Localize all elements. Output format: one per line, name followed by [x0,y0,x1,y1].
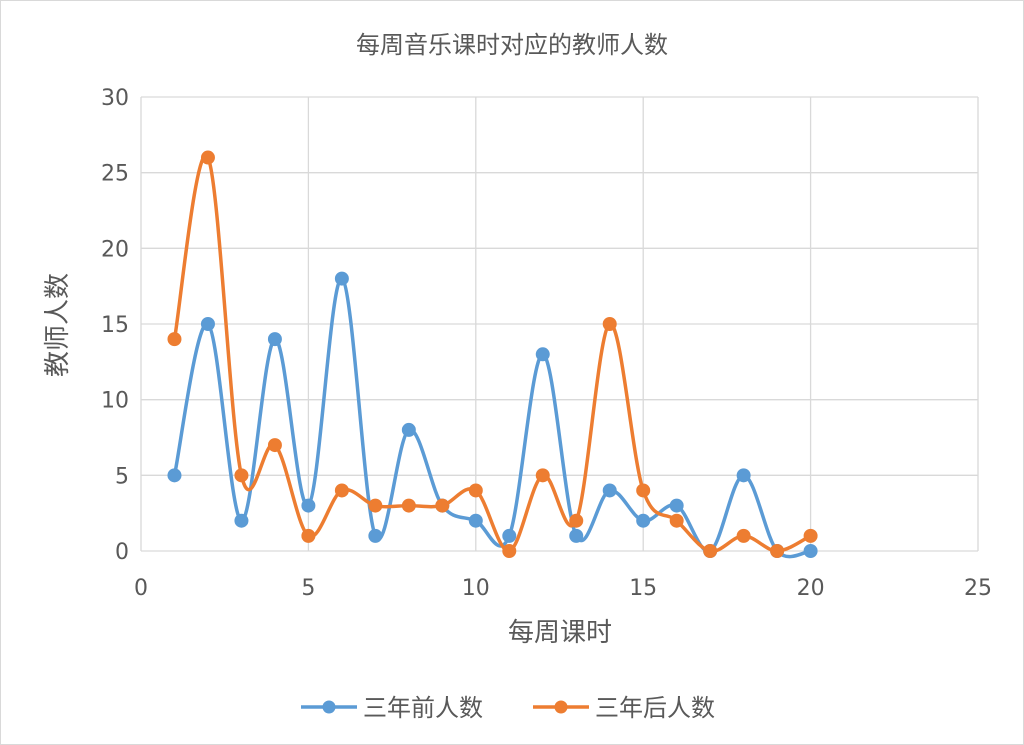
data-point [602,317,617,331]
series-2 [167,150,818,558]
y-tick-label: 20 [101,237,129,262]
data-point [602,483,617,498]
legend-item: 三年前人数 [301,694,483,722]
data-point [703,544,718,558]
data-point [200,317,215,331]
x-tick-label: 25 [964,576,992,601]
data-point [368,528,383,543]
data-point [803,544,818,558]
data-point [803,528,818,543]
data-point [736,528,751,543]
data-point [167,468,182,483]
x-tick-label: 0 [134,576,148,601]
legend-item: 三年后人数 [533,694,715,722]
data-point [234,468,249,483]
data-point [569,513,584,528]
data-point [334,271,349,286]
data-point [636,513,651,528]
data-point [468,483,483,498]
legend-label: 三年后人数 [595,694,715,722]
data-point [636,483,651,498]
data-point [502,528,517,543]
legend-marker [322,700,336,714]
y-tick-label: 10 [101,389,129,414]
data-point [200,150,215,165]
data-point [435,498,450,513]
data-point [569,528,584,543]
data-point [669,498,684,513]
gridlines [140,96,979,552]
chart-title: 每周音乐课时对应的教师人数 [356,31,668,59]
x-axis-label: 每周课时 [508,618,612,648]
data-point [301,528,316,543]
y-tick-label: 15 [101,313,129,338]
data-point [535,347,550,362]
data-point [401,498,416,513]
tick-labels: 0 5 10 15 20 25 30 0 5 10 15 20 25 [101,86,992,601]
data-point [770,544,785,558]
data-point [234,513,249,528]
legend: 三年前人数 三年后人数 [301,694,715,722]
y-axis-label: 教师人数 [43,273,73,377]
series-line [172,276,813,559]
y-tick-label: 5 [115,464,129,489]
x-tick-label: 20 [797,576,825,601]
legend-marker [554,700,568,714]
data-point [468,513,483,528]
data-point [669,513,684,528]
y-tick-label: 0 [115,540,129,565]
x-tick-label: 5 [301,576,315,601]
legend-label: 三年前人数 [363,694,483,722]
data-point [301,498,316,513]
data-point [267,332,282,347]
data-point [167,332,182,347]
data-point [502,544,517,558]
x-tick-label: 10 [462,576,490,601]
data-point [535,468,550,483]
data-point [267,438,282,453]
data-point [334,483,349,498]
data-point [736,468,751,483]
data-point [401,422,416,437]
y-tick-label: 25 [101,162,129,187]
y-tick-label: 30 [101,86,129,111]
data-point [368,498,383,513]
x-tick-label: 15 [629,576,657,601]
series-1 [167,271,818,559]
series-layer [167,150,818,559]
